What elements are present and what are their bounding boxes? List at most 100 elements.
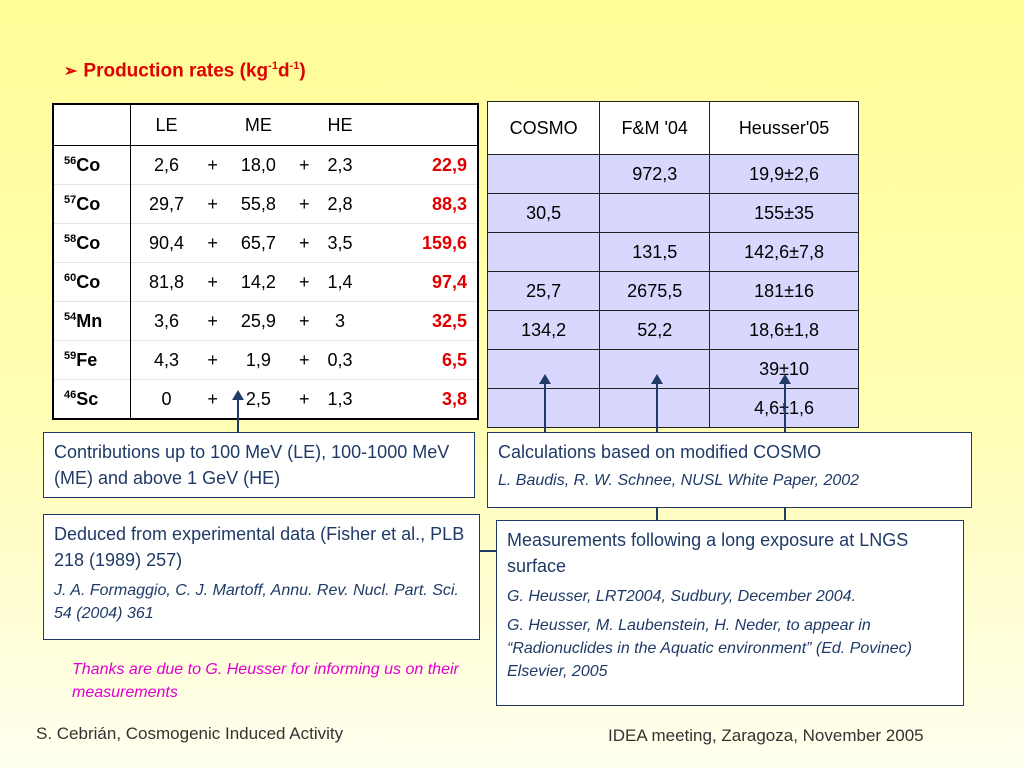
plus-cell: + xyxy=(293,184,315,224)
table-row: 39±10 xyxy=(486,349,859,389)
he-cell: 3,5 xyxy=(314,223,366,263)
heusser05-cell: 181±16 xyxy=(709,271,859,311)
header-fm04: F&M '04 xyxy=(599,101,711,155)
me-cell: 25,9 xyxy=(223,301,294,341)
cosmo-cell xyxy=(486,154,601,194)
he-cell: 1,4 xyxy=(314,262,366,302)
table-row: 134,2 52,2 18,6±1,8 xyxy=(486,310,859,350)
le-cell: 0 xyxy=(130,379,203,419)
total-cell: 32,5 xyxy=(365,301,478,341)
table-row: 30,5 155±35 xyxy=(486,193,859,233)
heusser05-cell: 19,9±2,6 xyxy=(709,154,859,194)
table-row: 54Mn 3,6 +25,9 +3 32,5 xyxy=(53,301,478,341)
le-cell: 90,4 xyxy=(130,223,203,263)
he-cell: 0,3 xyxy=(314,340,366,380)
plus-cell: + xyxy=(202,145,224,185)
he-cell: 2,8 xyxy=(314,184,366,224)
me-cell: 1,9 xyxy=(223,340,294,380)
arrow-bullet-icon: ➢ xyxy=(64,63,78,81)
footer-left: S. Cebrián, Cosmogenic Induced Activity xyxy=(36,724,344,743)
header-total xyxy=(365,104,478,146)
footer-right: IDEA meeting, Zaragoza, November 2005 xyxy=(608,726,924,745)
nuclide-cell: 46Sc xyxy=(53,379,131,419)
total-cell: 159,6 xyxy=(365,223,478,263)
le-cell: 29,7 xyxy=(130,184,203,224)
plus-cell: + xyxy=(202,262,224,302)
comparison-table: COSMO F&M '04 Heusser'05 972,3 19,9±2,6 30… xyxy=(486,101,859,428)
plus-cell: + xyxy=(293,145,315,185)
header-le: LE xyxy=(130,104,203,146)
total-cell: 88,3 xyxy=(365,184,478,224)
fm04-cell xyxy=(599,193,711,233)
plus-cell: + xyxy=(202,223,224,263)
table-header-row: COSMO F&M '04 Heusser'05 xyxy=(486,101,859,155)
header-empty xyxy=(53,104,131,146)
calculations-box: Calculations based on modified COSMO L. … xyxy=(487,432,972,508)
header-gap xyxy=(293,104,315,146)
table-row: 56Co 2,6 +18,0 +2,3 22,9 xyxy=(53,145,478,185)
header-me: ME xyxy=(223,104,294,146)
heusser05-cell: 18,6±1,8 xyxy=(709,310,859,350)
he-cell: 1,3 xyxy=(314,379,366,419)
header-cosmo: COSMO xyxy=(486,101,601,155)
nuclide-cell: 56Co xyxy=(53,145,131,185)
slide-title: ➢ Production rates (kg-1d-1) xyxy=(64,60,306,82)
nuclide-cell: 59Fe xyxy=(53,340,131,380)
le-cell: 81,8 xyxy=(130,262,203,302)
nuclide-cell: 58Co xyxy=(53,223,131,263)
measurements-box: Measurements following a long exposure a… xyxy=(496,520,964,706)
he-cell: 3 xyxy=(314,301,366,341)
fm04-cell: 2675,5 xyxy=(599,271,711,311)
table-row: 131,5 142,6±7,8 xyxy=(486,232,859,272)
he-cell: 2,3 xyxy=(314,145,366,185)
plus-cell: + xyxy=(293,262,315,302)
header-heusser05: Heusser'05 xyxy=(709,101,859,155)
table-row: 46Sc 0 +2,5 +1,3 3,8 xyxy=(53,379,478,419)
header-he: HE xyxy=(314,104,366,146)
plus-cell: + xyxy=(293,223,315,263)
le-cell: 3,6 xyxy=(130,301,203,341)
me-cell: 18,0 xyxy=(223,145,294,185)
fm04-cell: 131,5 xyxy=(599,232,711,272)
cosmo-cell xyxy=(486,388,601,428)
me-cell: 55,8 xyxy=(223,184,294,224)
table-row: 60Co 81,8 +14,2 +1,4 97,4 xyxy=(53,262,478,302)
plus-cell: + xyxy=(293,340,315,380)
contributions-box: Contributions up to 100 MeV (LE), 100-10… xyxy=(43,432,475,498)
nuclide-cell: 54Mn xyxy=(53,301,131,341)
me-cell: 14,2 xyxy=(223,262,294,302)
plus-cell: + xyxy=(293,301,315,341)
cosmo-cell xyxy=(486,232,601,272)
me-cell: 65,7 xyxy=(223,223,294,263)
le-cell: 2,6 xyxy=(130,145,203,185)
total-cell: 6,5 xyxy=(365,340,478,380)
plus-cell: + xyxy=(202,301,224,341)
plus-cell: + xyxy=(202,340,224,380)
connector-line xyxy=(480,550,496,552)
table-row: 25,7 2675,5 181±16 xyxy=(486,271,859,311)
total-cell: 3,8 xyxy=(365,379,478,419)
cosmo-cell: 134,2 xyxy=(486,310,601,350)
deduced-box: Deduced from experimental data (Fisher e… xyxy=(43,514,480,640)
cosmo-cell: 30,5 xyxy=(486,193,601,233)
table-row: 59Fe 4,3 +1,9 +0,3 6,5 xyxy=(53,340,478,380)
plus-cell: + xyxy=(293,379,315,419)
heusser05-cell: 142,6±7,8 xyxy=(709,232,859,272)
acknowledgement: Thanks are due to G. Heusser for informi… xyxy=(72,661,459,701)
header-gap xyxy=(202,104,224,146)
table-row: 972,3 19,9±2,6 xyxy=(486,154,859,194)
total-cell: 22,9 xyxy=(365,145,478,185)
arrow-to-cosmo xyxy=(539,374,551,432)
production-rates-table: LE ME HE 56Co 2,6 +18,0 +2,3 22,9 57Co 29,7 +55… xyxy=(52,103,479,420)
table-row: 58Co 90,4 +65,7 +3,5 159,6 xyxy=(53,223,478,263)
arrow-to-table1 xyxy=(232,390,244,432)
nuclide-cell: 60Co xyxy=(53,262,131,302)
cosmo-cell: 25,7 xyxy=(486,271,601,311)
nuclide-cell: 57Co xyxy=(53,184,131,224)
table-row: 57Co 29,7 +55,8 +2,8 88,3 xyxy=(53,184,478,224)
table-header-row: LE ME HE xyxy=(53,104,478,146)
total-cell: 97,4 xyxy=(365,262,478,302)
plus-cell: + xyxy=(202,184,224,224)
le-cell: 4,3 xyxy=(130,340,203,380)
plus-cell: + xyxy=(202,379,224,419)
